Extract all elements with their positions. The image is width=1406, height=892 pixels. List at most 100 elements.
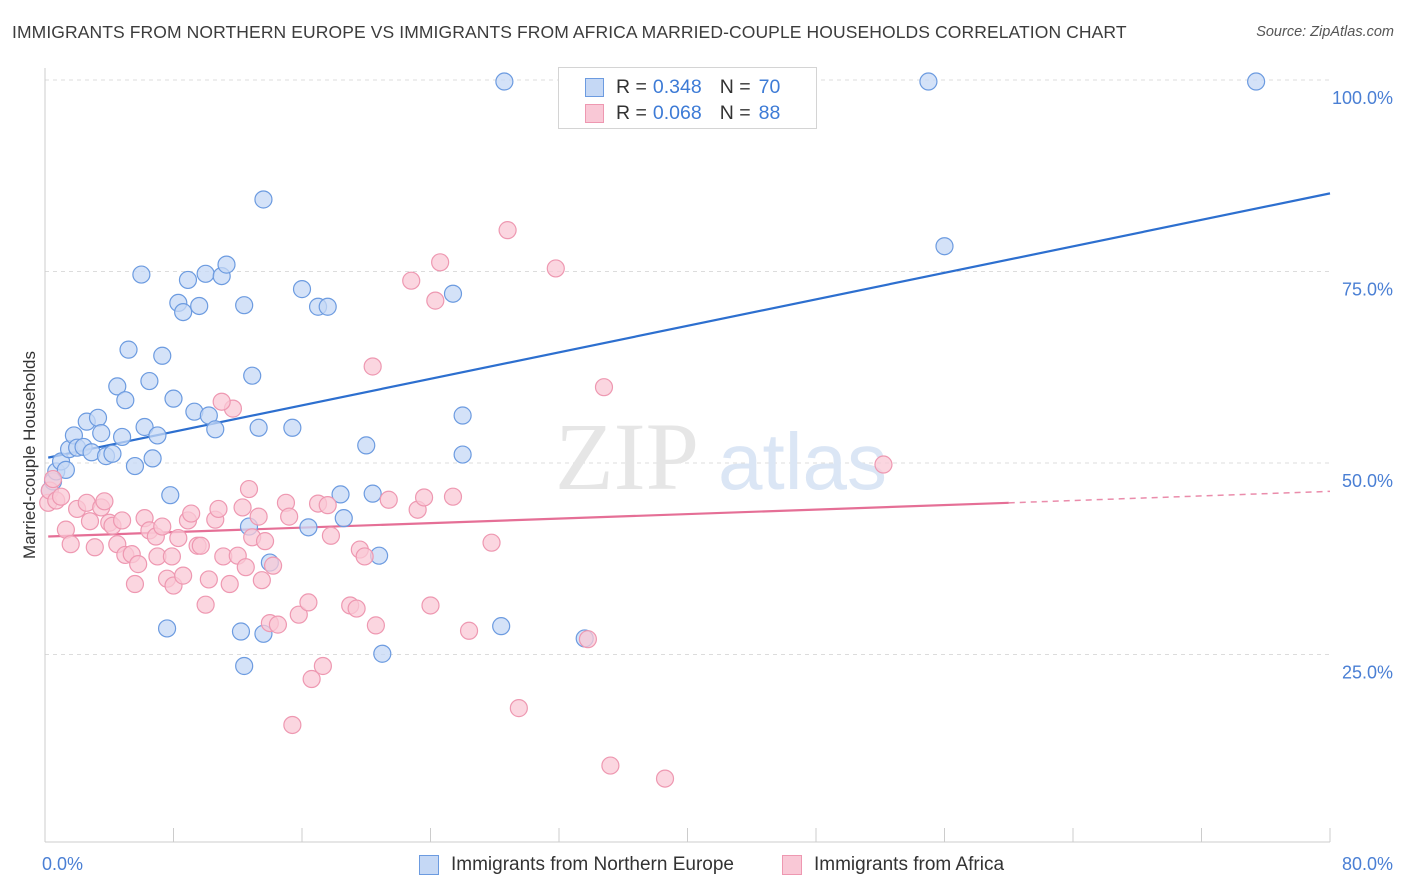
point-northern-europe [178,270,198,290]
point-northern-europe [453,406,472,425]
point-africa [874,455,893,474]
point-northern-europe [92,424,111,443]
point-africa [426,291,445,310]
x-tick-label: 0.0% [42,854,83,874]
point-northern-europe [135,417,154,437]
point-africa [252,571,271,590]
point-africa [125,574,145,594]
point-africa [363,357,382,376]
trend-line-northern-europe [47,192,1331,459]
point-northern-europe [235,296,254,315]
point-africa [299,593,318,612]
point-africa [283,715,302,735]
point-africa [313,656,332,676]
point-northern-europe [919,72,938,91]
legend-r-label: R = [616,101,647,124]
point-northern-europe [373,644,392,663]
point-africa [182,504,201,523]
trend-line-africa [48,501,1009,538]
point-northern-europe [112,427,132,447]
point-northern-europe [190,296,209,316]
point-northern-europe [299,518,318,537]
legend-row-africa: R = 0.068 N = 88 [585,101,780,125]
legend-n-label: N = [719,75,751,98]
point-northern-europe [153,346,172,365]
point-northern-europe [443,284,463,303]
series-label-africa: Immigrants from Africa [814,854,1005,875]
point-northern-europe [157,619,177,638]
point-africa [546,259,565,278]
point-africa [366,616,385,635]
series-legend: Immigrants from Northern Europe Immigran… [0,851,1406,879]
point-africa [199,570,218,589]
watermark-zip: ZIP [555,403,699,510]
series-legend-africa[interactable]: Immigrants from Africa [782,851,1004,879]
point-northern-europe [318,297,337,316]
point-africa [236,558,255,577]
point-northern-europe [235,656,254,676]
point-africa [379,490,398,509]
point-africa [321,526,341,545]
point-northern-europe [143,449,162,468]
point-africa [95,492,114,511]
point-africa [169,528,188,548]
axis-layer: 25.0% 50.0% 75.0% 100.0% 0.0% 80.0% [42,68,1393,874]
trend-layer [47,192,1331,538]
point-africa [594,378,614,397]
y-tick-label: 100.0% [1332,88,1393,108]
point-northern-europe [292,280,312,299]
point-northern-europe [243,366,262,385]
point-northern-europe [196,264,215,283]
point-northern-europe [108,377,127,396]
point-africa [280,507,299,526]
point-northern-europe [249,418,268,437]
point-africa [80,512,100,531]
point-northern-europe [148,426,167,445]
point-africa [578,630,598,649]
point-northern-europe [363,484,382,503]
series-label-northern-europe: Immigrants from Northern Europe [451,854,734,875]
point-africa [355,547,374,566]
point-africa [220,574,239,594]
point-africa [655,769,675,788]
point-africa [255,532,275,551]
point-africa [431,253,450,272]
point-northern-europe [132,265,151,284]
point-africa [421,596,440,615]
trend-line-extension-africa [1008,490,1331,504]
legend-row-northern-europe: R = 0.348 N = 70 [585,75,780,99]
series-legend-northern-europe[interactable]: Immigrants from Northern Europe [419,851,734,879]
point-northern-europe [357,436,376,455]
point-northern-europe [231,622,251,641]
legend-swatch-pink [585,103,604,123]
points-layer [39,72,1266,788]
point-africa [51,487,71,506]
point-africa [196,595,215,614]
point-northern-europe [161,486,180,505]
point-africa [402,271,421,290]
legend-n-label: N = [719,101,751,124]
point-northern-europe [217,255,236,274]
legend-swatch-blue [585,77,604,97]
point-africa [459,621,479,640]
series-swatch-pink [782,855,802,875]
series-swatch-blue [419,855,439,875]
point-northern-europe [88,408,108,427]
point-northern-europe [125,456,145,476]
point-africa [212,392,231,411]
correlation-legend: R = 0.348 N = 70 R = 0.068 N = 88 [558,67,817,129]
point-africa [509,699,528,718]
point-northern-europe [935,237,954,256]
y-tick-label: 75.0% [1342,280,1393,300]
point-africa [414,488,434,507]
point-northern-europe [116,391,135,410]
chart-source: Source: ZipAtlas.com [1256,24,1394,40]
watermark-atlas: atlas [718,417,887,506]
point-africa [318,496,337,515]
point-northern-europe [331,485,350,504]
point-northern-europe [103,444,122,463]
point-africa [249,507,268,526]
point-africa [289,605,308,624]
chart-title: IMMIGRANTS FROM NORTHERN EUROPE VS IMMIG… [12,22,1127,42]
